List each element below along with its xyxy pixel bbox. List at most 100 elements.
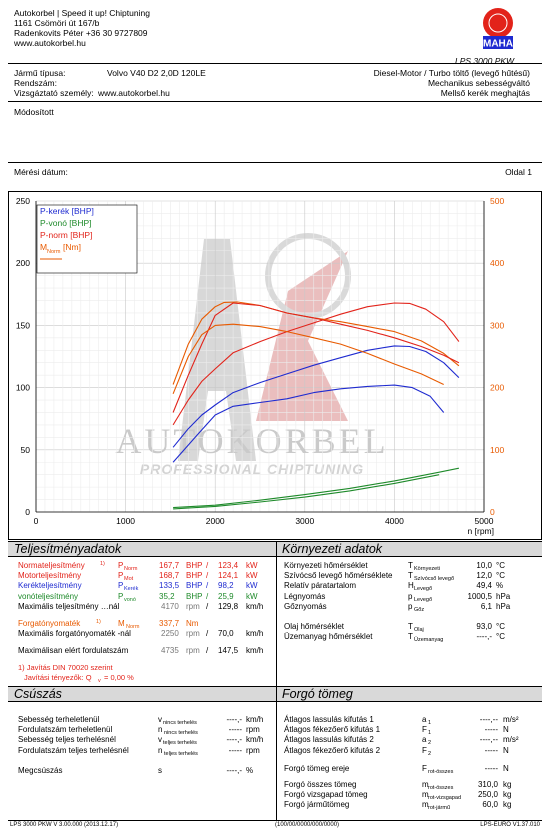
max-power-row: Maximális teljesítmény …nál 4170 rpm/ 129… [18, 601, 264, 611]
env-table: Környezeti hőmérséklet T Környezeti 10,0 °C … [284, 561, 540, 643]
inertia-row: Forgó vizsgapad tömeg m rot-vizsgapad 250,0… [284, 790, 512, 802]
y-tick-label-right: 500 [490, 196, 504, 206]
divider [8, 63, 542, 64]
series-line-1 [172, 302, 460, 426]
inertia-row: Átlagos lassulás kifutás 1 a 1 ----,-- m/s² [284, 715, 519, 726]
footer-right: LPS-EURO V1.37.010 [480, 822, 540, 828]
y-tick-label-left: 50 [21, 445, 31, 455]
inertia-title: Forgó tömeg [276, 686, 542, 702]
legend-entry: P-kerék [BHP] [40, 206, 94, 216]
spacer [18, 612, 272, 619]
svg-text:MAHA: MAHA [483, 39, 513, 50]
x-tick-label: 2000 [206, 516, 225, 526]
company-info: Autokorbel | Speed it up! Chiptuning 116… [14, 8, 150, 48]
y-tick-label-left: 150 [16, 320, 30, 330]
series-line-7 [173, 474, 440, 510]
y-tick-label-left: 200 [16, 258, 30, 268]
y-tick-label-right: 100 [490, 445, 504, 455]
y-tick-label-right: 300 [490, 320, 504, 330]
x-tick-label: 1000 [116, 516, 135, 526]
series-line-5 [172, 302, 460, 413]
perf-table: Normateljesítmény 1) P Norm 167,7 BHP/ 123,… [18, 561, 272, 684]
watermark: AUTOKORBEL PROFESSIONAL CHIPTUNING [115, 233, 388, 477]
y-tick-label-left: 100 [16, 383, 30, 393]
slip-row: Fordulatszám terheletlenül n nincs terhelé… [18, 725, 260, 737]
legend-entry-torque-unit: [Nm] [63, 242, 81, 252]
perf-row: Normateljesítmény 1) P Norm 167,7 BHP/ 123,… [18, 561, 258, 572]
divider [8, 820, 542, 821]
company-line-3: Radenkovits Péter +36 30 9727809 [14, 28, 148, 38]
slip-row: Sebesség teljes terhelésnél v teljes terhe… [18, 735, 264, 747]
env-row: Szívócső levegő hőmérséklete T Szívócső le… [284, 571, 505, 583]
x-tick-label: 0 [34, 516, 39, 526]
watermark-text-2: PROFESSIONAL CHIPTUNING [140, 461, 364, 477]
series-line-2 [172, 345, 460, 448]
vehicle-type-value: Volvo V40 D2 2,0D 120LE [107, 68, 206, 78]
legend-entry: P-norm [BHP] [40, 230, 92, 240]
series-line-6 [172, 384, 445, 463]
watermark-text-1: AUTOKORBEL [115, 421, 388, 461]
x-tick-label: 5000 [475, 516, 494, 526]
slip-row: Sebesség terheletlenül v nincs terhelés ---… [18, 715, 264, 726]
y-tick-label-right: 0 [490, 507, 495, 517]
inertia-row: Átlagos lassulás kifutás 2 a 2 ----,-- m/s² [284, 735, 519, 747]
date-label: Mérési dátum: [14, 167, 68, 177]
spacer [284, 612, 540, 622]
model-name: LPS 3000 PKW [455, 56, 515, 66]
company-line-1: Autokorbel | Speed it up! Chiptuning [14, 8, 150, 18]
inertia-row: Átlagos fékezőerő kifutás 2 F 2 ----- N [284, 745, 509, 757]
registration-label: Rendszám: [14, 78, 57, 88]
x-tick-label: 4000 [385, 516, 404, 526]
perf-row: Motorteljesítmény P Mot 168,7 BHP/ 124,1 kW [18, 571, 258, 583]
env-row: Olaj hőmérséklet T Olaj 93,0 °C [284, 621, 505, 633]
max-torque-row: Maximális forgatónyomaték -nál 2250 rpm / … [18, 629, 264, 639]
watermark-k-shape [256, 251, 348, 421]
footer-left: LPS 3000 PKW V 3.00.000 (2013.12.17) [10, 822, 119, 828]
tester-value: www.autokorbel.hu [98, 88, 170, 98]
torque-row: Forgatónyomaték 1) M Norm 337,7 Nm [18, 618, 199, 630]
env-row: Légnyomás p Levegő 1000,5 hPa [284, 591, 511, 603]
x-tick-label: 3000 [295, 516, 314, 526]
slip-row: Megcsúszás s ----,-% [18, 765, 254, 775]
inertia-row: Forgó összes tömeg m rot-összes 310,0 kg [284, 779, 512, 791]
slip-row: Fordulatszám teljes terhelésnél n teljes t… [18, 745, 260, 757]
power-torque-chart: AUTOKORBEL PROFESSIONAL CHIPTUNING 0 50 10… [16, 196, 505, 536]
spacer [18, 756, 272, 766]
series-line-3 [173, 467, 460, 509]
chart-series [172, 301, 460, 510]
env-row: Relatív páratartalom H Levegő 49,4% [284, 581, 504, 593]
slip-table: Sebesség terheletlenül v nincs terhelés ---… [18, 715, 272, 776]
legend-entry-torque-sub: Norm [47, 249, 61, 255]
max-rpm-row: Maximálisan elért fordulatszám 4735 rpm / … [18, 646, 264, 656]
inertia-row: Átlagos fékezőerő kifutás 1 F 1 ----- N [284, 725, 509, 737]
page-number: Oldal 1 [505, 167, 532, 177]
env-row: Környezeti hőmérséklet T Környezeti 10,0 °C [284, 561, 505, 572]
legend-entry-torque: M [40, 242, 47, 252]
drive-type: Mellső kerék meghajtás [440, 88, 530, 98]
chart-panel [8, 191, 542, 540]
modified-label: Módosított [14, 107, 54, 117]
divider [276, 686, 277, 820]
series-line-8 [172, 323, 444, 395]
inertia-table: Átlagos lassulás kifutás 1 a 1 ----,-- m/s² … [284, 715, 540, 811]
correction-note: 1) Javítás DIN 70020 szerint [18, 662, 113, 672]
tester-label: Vizsgáztató személy: [14, 88, 94, 98]
legend-box [36, 204, 138, 274]
x-axis-label: n [rpm] [468, 526, 494, 536]
divider [276, 541, 277, 686]
inertia-row: Forgó járműtömeg m rot-jármű 60,0 kg [284, 800, 512, 812]
spacer [284, 756, 540, 764]
gearbox-type: Mechanikus sebességváltó [427, 78, 530, 88]
chart-legend: P-kerék [BHP] P-vonó [BHP] P-norm [BHP] M No… [36, 204, 138, 274]
watermark-gauge [265, 233, 351, 319]
y-tick-label-left: 0 [25, 507, 30, 517]
divider [8, 101, 542, 102]
maha-logo: MAHA [466, 6, 530, 62]
vehicle-type-label: Jármű típusa: [14, 68, 66, 78]
spacer [18, 639, 272, 646]
slip-title: Csúszás [8, 686, 276, 702]
